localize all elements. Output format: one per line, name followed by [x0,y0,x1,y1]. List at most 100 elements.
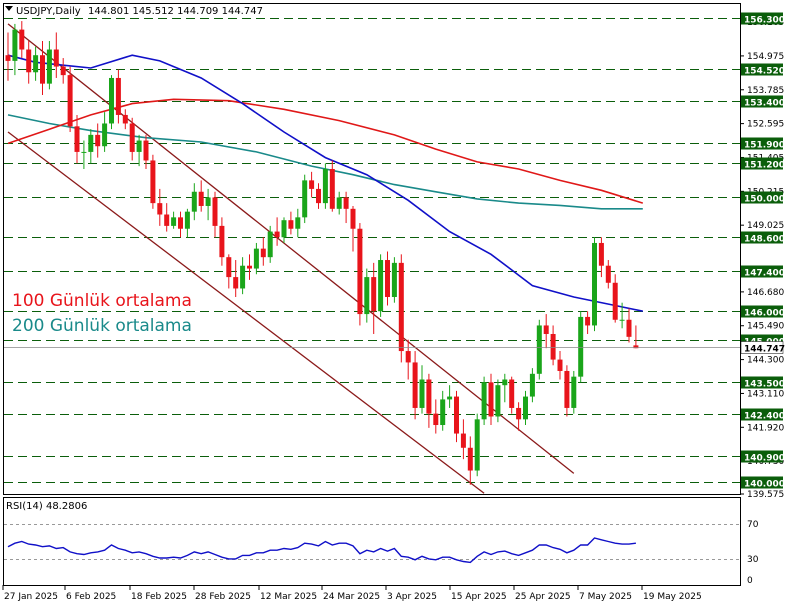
candle-bear [357,228,363,315]
y-tick-label: 153.785 [747,86,784,96]
rsi-panel: 70 30 0 [4,520,759,586]
trend-channel [7,23,575,494]
candle-bull [253,248,259,269]
annotation-ma200: 200 Günlük ortalama [12,316,192,336]
x-tick-label: 6 Feb 2025 [66,592,116,602]
x-tick-label: 3 Apr 2025 [387,592,437,602]
candle-bear [585,316,591,326]
candle-bear [178,217,183,229]
rsi-tick-label: 70 [747,520,759,530]
candle-bull [12,29,18,61]
candle-bull [46,49,52,84]
y-tick-label: 152.595 [747,120,784,130]
candle-bear [598,242,604,266]
candle-bear [115,77,121,115]
candle-bull [619,319,625,321]
candle-bull [502,379,508,386]
ohlc-values: 144.801 145.512 144.709 144.747 [88,6,263,17]
candle-bear [329,168,335,209]
level-badge-label: 140.900 [744,454,785,464]
candle-bull [184,211,190,229]
candle-bull [295,217,301,229]
candle-bear [433,413,439,426]
y-tick-label: 141.920 [747,423,784,433]
x-tick-label: 24 Mar 2025 [323,592,380,602]
candle-bear [557,359,563,371]
candle-bear [5,55,11,61]
level-badge-label: 156.300 [744,16,785,26]
candle-bull [240,265,246,289]
time-axis: 27 Jan 2025 6 Feb 2025 18 Feb 2025 28 Feb 2… [2,585,702,602]
level-badge [741,157,783,170]
candle-bear [488,382,494,417]
candle-bear [467,447,473,471]
candle-bull [536,325,542,374]
candle-bear [164,214,170,226]
candle-bear [405,351,411,363]
candle-bear [274,231,280,238]
candle-bear [233,277,239,289]
level-badge [741,191,783,204]
annotation-ma100: 100 Günlük ortalama [12,291,192,311]
candle-bull [191,191,197,212]
candle-bear [564,370,570,408]
candle-bear [60,66,66,76]
level-badge-label: 151.200 [744,161,785,171]
symbol-label: USDJPY,Daily [16,6,81,17]
candle-bear [460,433,466,448]
level-badges: 156.300 154.520 153.400 151.900 151.200 150.0… [740,12,785,490]
level-badge-label: 146.000 [744,309,785,319]
rsi-tick-label: 30 [747,555,759,565]
rsi-tick-label: 0 [747,576,753,586]
candle-bear [371,277,377,312]
rsi-line [7,537,636,564]
candle-bull [474,419,480,471]
x-tick-label: 18 Feb 2025 [131,592,187,602]
level-badge-label: 153.400 [744,99,785,109]
y-tick-label: 143.110 [747,389,784,399]
candle-bear [198,191,204,206]
candle-bull [364,277,370,315]
candle-bear [143,140,149,161]
candle-bear [260,248,266,258]
channel-upper-line [7,23,575,474]
level-badge-label: 148.600 [744,235,785,245]
candle-bear [157,203,163,215]
candle-bear [122,114,128,124]
x-tick-label: 15 Apr 2025 [451,592,507,602]
candle-bear [626,319,632,337]
candle-bull [336,197,342,209]
candle-bull [302,180,308,218]
main-panel-frame [3,3,741,495]
candle-bear [509,379,515,408]
candle-bull [523,396,528,420]
candle-bear [605,265,611,283]
candle-bear [74,126,80,152]
candle-bear [343,197,349,209]
level-badge [741,95,783,108]
candle-bull [529,373,535,397]
candle-bear [150,160,156,204]
level-badge-label: 151.900 [744,141,785,151]
rsi-label: RSI(14) 48.2806 [6,501,87,512]
candle-bull [391,262,397,298]
ma200-line [7,114,643,210]
level-badge [741,450,783,463]
candle-bear [219,225,225,258]
candle-bull [109,77,114,124]
candle-bear [288,220,294,229]
y-tick-label: 145.490 [747,322,784,332]
x-tick-label: 12 Mar 2025 [260,592,317,602]
candle-bear [612,282,618,320]
level-badge-label: 150.000 [744,195,785,205]
level-badge [741,63,783,76]
level-badge-label: 147.400 [744,269,785,279]
candle-bear [40,55,45,84]
ma50-line [7,54,643,312]
moving-averages [7,54,644,312]
level-badge [741,408,783,421]
candle-bear [67,75,73,127]
candle-bull [88,134,94,152]
candle-bear [398,262,404,352]
